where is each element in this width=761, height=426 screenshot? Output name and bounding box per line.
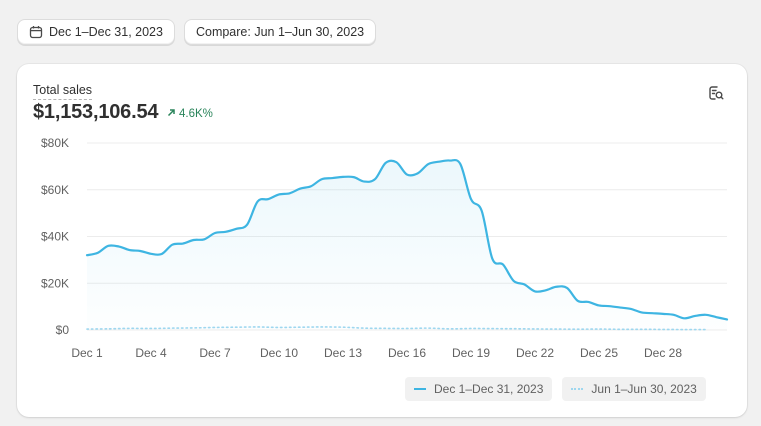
y-tick-label: $60K — [41, 183, 69, 197]
series-area-dec — [87, 160, 727, 330]
x-tick-label: Dec 16 — [388, 346, 426, 360]
legend-swatch-comparison — [571, 388, 584, 390]
explore-data-button[interactable] — [707, 84, 727, 104]
legend-label-comparison: Jun 1–Jun 30, 2023 — [591, 382, 697, 396]
y-tick-label: $80K — [41, 136, 69, 150]
compare-range-label: Compare: Jun 1–Jun 30, 2023 — [195, 25, 365, 39]
x-tick-label: Dec 28 — [644, 346, 682, 360]
y-tick-label: $40K — [41, 230, 69, 244]
legend-item-current[interactable]: Dec 1–Dec 31, 2023 — [405, 377, 553, 401]
date-range-button[interactable]: Dec 1–Dec 31, 2023 — [17, 19, 175, 45]
date-range-label: Dec 1–Dec 31, 2023 — [49, 25, 163, 39]
compare-range-button[interactable]: Compare: Jun 1–Jun 30, 2023 — [183, 19, 377, 45]
series-line-jun — [86, 326, 707, 331]
x-tick-label: Dec 1 — [71, 346, 103, 360]
x-tick-label: Dec 25 — [580, 346, 618, 360]
metric-change-value: 4.6K% — [179, 108, 213, 120]
y-tick-label: $0 — [56, 323, 70, 337]
metric-title[interactable]: Total sales — [33, 83, 93, 100]
x-tick-label: Dec 10 — [260, 346, 298, 360]
legend-label-current: Dec 1–Dec 31, 2023 — [434, 382, 544, 396]
x-tick-label: Dec 19 — [452, 346, 490, 360]
legend-swatch-current — [414, 388, 426, 390]
x-tick-label: Dec 4 — [135, 346, 167, 360]
toolbar: Dec 1–Dec 31, 2023 Compare: Jun 1–Jun 30… — [17, 19, 377, 45]
arrow-up-right-icon — [167, 108, 176, 120]
series-line-dec — [85, 158, 729, 321]
calendar-icon — [29, 25, 43, 39]
legend-item-comparison[interactable]: Jun 1–Jun 30, 2023 — [562, 377, 706, 401]
explore-data-icon — [707, 86, 725, 106]
y-tick-label: $20K — [41, 276, 69, 290]
x-tick-label: Dec 7 — [199, 346, 231, 360]
metric-value: $1,153,106.54 — [33, 101, 159, 123]
total-sales-card: $80K $60K $40K $20K $0 Dec 1 Dec 4 Dec 7 Dec 10 D… — [17, 64, 747, 417]
metric-change-badge: 4.6K% — [167, 108, 213, 120]
chart-legend: Dec 1–Dec 31, 2023 Jun 1–Jun 30, 2023 — [405, 377, 706, 401]
x-tick-label: Dec 13 — [324, 346, 362, 360]
x-tick-label: Dec 22 — [516, 346, 554, 360]
